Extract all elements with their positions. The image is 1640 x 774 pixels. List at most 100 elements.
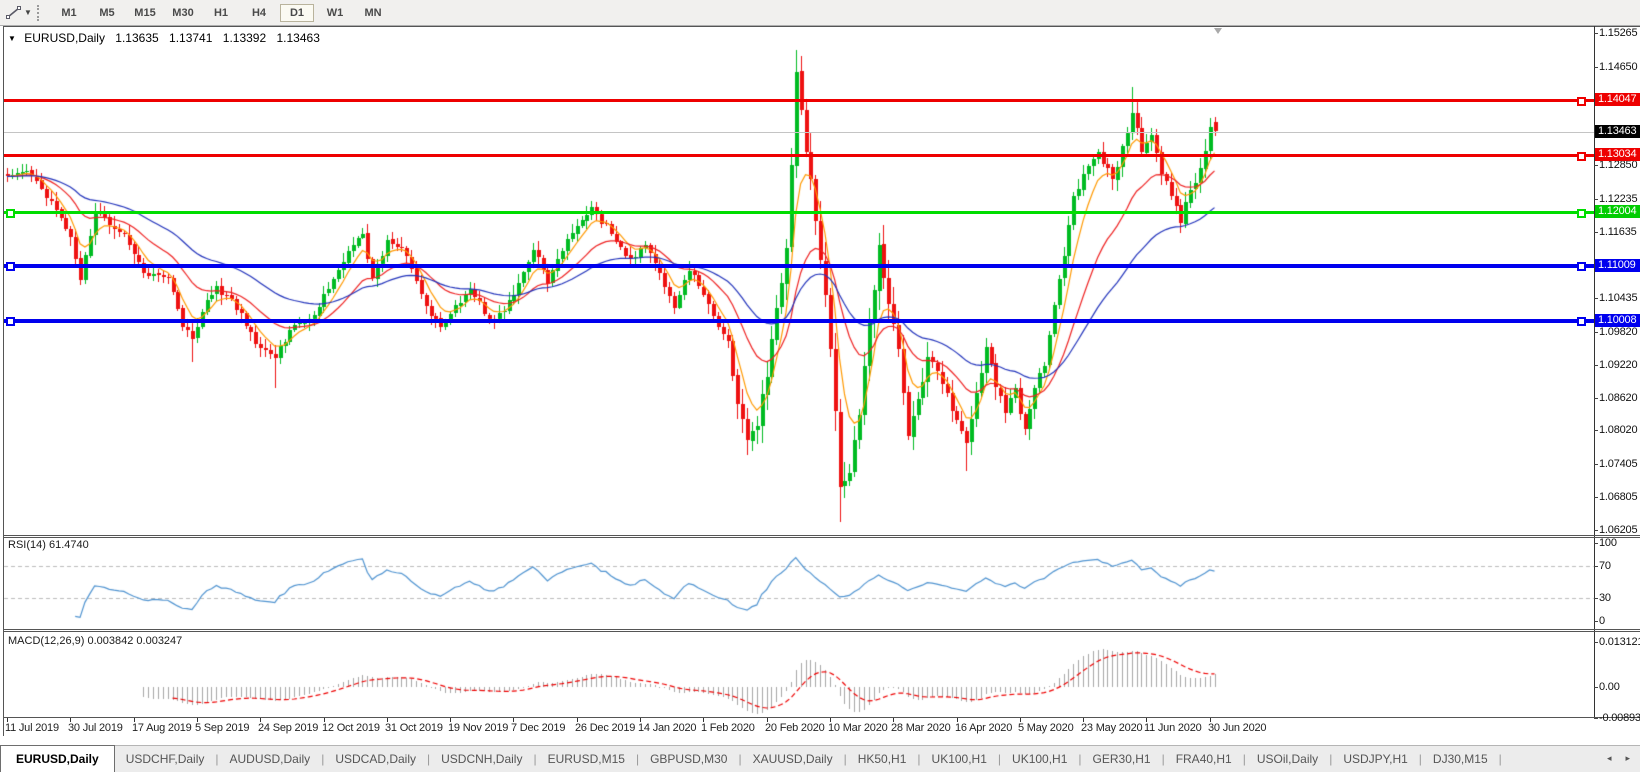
timeframe-button-h4[interactable]: H4	[251, 6, 267, 19]
tab-gbpusd-m30[interactable]: GBPUSD,M30	[650, 752, 728, 766]
horizontal-line-1.11009[interactable]	[4, 262, 1594, 271]
tab-separator: |	[1498, 752, 1502, 766]
ohlc-low: 1.13392	[222, 31, 267, 45]
axis-tick-mark	[1594, 430, 1598, 431]
tab-usdjpy-h1[interactable]: USDJPY,H1	[1343, 752, 1408, 766]
tab-usdchf-daily[interactable]: USDCHF,Daily	[125, 752, 205, 766]
price-badge-1.13463: 1.13463	[1595, 125, 1640, 138]
line-handle[interactable]	[1577, 151, 1586, 161]
horizontal-line-1.12004[interactable]	[4, 208, 1594, 218]
rsi-axis-label: 100	[1599, 537, 1617, 549]
rsi-divider-a	[3, 535, 1640, 536]
price-axis-label: 1.12235	[1599, 193, 1638, 205]
line-handle[interactable]	[1577, 262, 1586, 271]
tabs-scroll-right-icon[interactable]: ▸	[1625, 752, 1630, 763]
rsi-axis-label: 30	[1599, 592, 1611, 604]
tab-uk100-h1[interactable]: UK100,H1	[1012, 752, 1068, 766]
horizontal-line-1.10008[interactable]	[4, 317, 1594, 326]
tab-eurusd-m15[interactable]: EURUSD,M15	[547, 752, 625, 766]
tab-separator: |	[1418, 752, 1422, 766]
macd-divider-a	[3, 629, 1640, 630]
line-studies-tool-icon[interactable]: ▼	[4, 3, 34, 23]
price-axis-label: 1.11635	[1599, 226, 1637, 238]
date-tick	[577, 718, 578, 722]
chart-top-border	[3, 26, 1640, 27]
rsi-axis-label: 0	[1599, 615, 1605, 627]
axis-tick-mark	[1594, 543, 1598, 544]
date-tick	[134, 718, 135, 722]
line-handle[interactable]	[1577, 96, 1586, 106]
tab-audusd-daily[interactable]: AUDUSD,Daily	[229, 752, 311, 766]
date-tick	[893, 718, 894, 722]
tab-usdcnh-daily[interactable]: USDCNH,Daily	[441, 752, 523, 766]
axis-tick-mark	[1594, 232, 1598, 233]
timeframe-button-mn[interactable]: MN	[364, 6, 382, 19]
timeframe-button-m15[interactable]: M15	[134, 6, 156, 19]
tab-dj30-m15[interactable]: DJ30,M15	[1432, 752, 1488, 766]
current-price-line	[4, 132, 1594, 133]
tab-uk100-h1[interactable]: UK100,H1	[931, 752, 987, 766]
date-label: 11 Jun 2020	[1144, 722, 1202, 734]
price-axis-label: 1.09220	[1599, 359, 1638, 371]
chart-symbol: EURUSD,Daily	[24, 31, 105, 45]
date-label: 30 Jun 2020	[1208, 722, 1267, 734]
axis-tick-mark	[1594, 687, 1598, 688]
date-tick	[1210, 718, 1211, 722]
price-axis-label: 1.12850	[1599, 159, 1638, 171]
horizontal-line-1.14047[interactable]	[4, 96, 1594, 106]
macd-axis-label: 0.00	[1599, 681, 1620, 693]
toolbar-grip	[37, 4, 39, 21]
line-handle[interactable]	[1577, 208, 1586, 218]
horizontal-line-1.13034[interactable]	[4, 151, 1594, 161]
tab-eurusd-daily[interactable]: EURUSD,Daily	[0, 745, 115, 772]
price-axis-label: 1.06805	[1599, 491, 1638, 503]
date-tick	[513, 718, 514, 722]
timeframe-button-h1[interactable]: H1	[213, 6, 229, 19]
tab-hk50-h1[interactable]: HK50,H1	[857, 752, 907, 766]
tab-fra40-h1[interactable]: FRA40,H1	[1175, 752, 1232, 766]
date-label: 24 Sep 2019	[258, 722, 319, 734]
date-label: 19 Nov 2019	[448, 722, 509, 734]
tab-ger30-h1[interactable]: GER30,H1	[1092, 752, 1151, 766]
date-tick	[324, 718, 325, 722]
tab-usdcad-daily[interactable]: USDCAD,Daily	[335, 752, 416, 766]
axis-tick-mark	[1594, 199, 1598, 200]
price-badge-1.10008: 1.10008	[1595, 314, 1640, 327]
macd-axis-label: -0.008933	[1599, 712, 1640, 724]
timeframe-buttons: M1 M5 M15 M30 H1 H4 D1 W1 MN	[50, 3, 392, 22]
timeframe-button-d1[interactable]: D1	[280, 3, 314, 22]
macd-label: MACD(12,26,9) 0.003842 0.003247	[8, 635, 183, 647]
tabs-scroll-left-icon[interactable]: ◂	[1606, 752, 1612, 763]
line-handle[interactable]	[6, 262, 15, 271]
line-handle[interactable]	[6, 208, 15, 218]
date-label: 10 Mar 2020	[828, 722, 888, 734]
macd-divider-b	[3, 631, 1640, 632]
tab-separator: |	[533, 752, 537, 766]
tab-separator: |	[427, 752, 431, 766]
axis-tick-mark	[1594, 718, 1598, 719]
price-axis-label: 1.09820	[1599, 326, 1638, 338]
chart-window: ▼ EURUSD,Daily 1.13635 1.13741 1.13392 1…	[0, 26, 1640, 736]
tab-separator: |	[843, 752, 847, 766]
chart-title: ▼ EURUSD,Daily 1.13635 1.13741 1.13392 1…	[8, 31, 327, 45]
tab-usoil-daily[interactable]: USOil,Daily	[1256, 752, 1319, 766]
date-label: 23 May 2020	[1081, 722, 1143, 734]
timeframe-button-w1[interactable]: W1	[326, 6, 344, 19]
line-handle[interactable]	[1577, 317, 1586, 326]
price-badge-1.13034: 1.13034	[1595, 148, 1640, 161]
price-badge-1.14047: 1.14047	[1595, 93, 1640, 106]
chart-left-border	[3, 26, 4, 736]
chart-canvas[interactable]	[0, 26, 1640, 736]
price-axis-label: 1.08020	[1599, 424, 1638, 436]
line-handle[interactable]	[6, 317, 15, 326]
tab-separator: |	[1242, 752, 1246, 766]
timeframe-button-m1[interactable]: M1	[61, 6, 77, 19]
tab-separator: |	[738, 752, 742, 766]
date-tick	[1083, 718, 1084, 722]
tab-xauusd-daily[interactable]: XAUUSD,Daily	[752, 752, 833, 766]
price-badge-1.11009: 1.11009	[1595, 259, 1640, 272]
timeframe-button-m5[interactable]: M5	[99, 6, 115, 19]
date-label: 12 Oct 2019	[322, 722, 380, 734]
timeframe-button-m30[interactable]: M30	[172, 6, 194, 19]
axis-tick-mark	[1594, 642, 1598, 643]
